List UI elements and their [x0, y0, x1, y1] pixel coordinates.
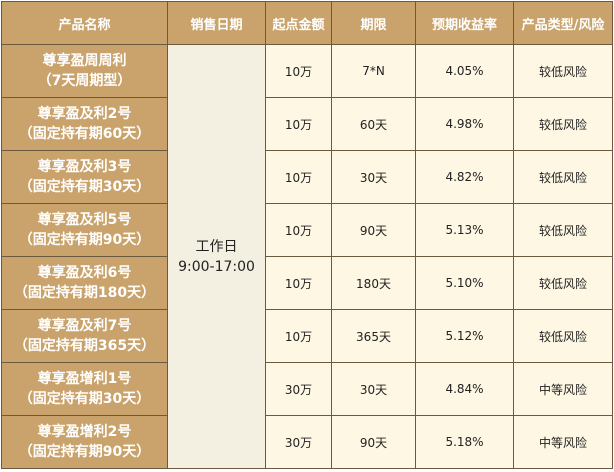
- product-name-cell: 尊享盈及利7号 （固定持有期365天）: [1, 309, 168, 363]
- yield-cell: 4.82%: [415, 150, 514, 204]
- term-cell: 90天: [331, 415, 416, 469]
- product-name-cell: 尊享盈周周利 （7天周期型）: [1, 44, 168, 98]
- table-row: 尊享盈及利2号 （固定持有期60天） 10万 60天 4.98% 较低风险: [1, 97, 613, 151]
- table-row: 尊享盈增利1号 （固定持有期30天） 30万 30天 4.84% 中等风险: [1, 362, 613, 416]
- product-subtitle: （固定持有期30天）: [18, 179, 151, 195]
- header-product-name: 产品名称: [1, 1, 168, 45]
- table-row: 尊享盈及利7号 （固定持有期365天） 10万 365天 5.12% 较低风险: [1, 309, 613, 363]
- risk-cell: 中等风险: [513, 362, 613, 416]
- term-cell: 30天: [331, 150, 416, 204]
- product-name-cell: 尊享盈增利1号 （固定持有期30天）: [1, 362, 168, 416]
- term-cell: 365天: [331, 309, 416, 363]
- product-subtitle: （固定持有期60天）: [18, 126, 151, 142]
- yield-cell: 4.05%: [415, 44, 514, 98]
- header-expected-yield: 预期收益率: [415, 1, 514, 45]
- risk-cell: 较低风险: [513, 150, 613, 204]
- yield-cell: 5.18%: [415, 415, 514, 469]
- min-amount-cell: 10万: [265, 256, 332, 310]
- header-product-type-risk: 产品类型/风险: [513, 1, 613, 45]
- yield-cell: 5.13%: [415, 203, 514, 257]
- table-row: 尊享盈增利2号 （固定持有期90天） 30万 90天 5.18% 中等风险: [1, 415, 613, 469]
- risk-cell: 较低风险: [513, 44, 613, 98]
- product-name-cell: 尊享盈及利2号 （固定持有期60天）: [1, 97, 168, 151]
- product-name: 尊享盈增利1号: [37, 371, 132, 387]
- term-cell: 90天: [331, 203, 416, 257]
- product-subtitle: （固定持有期365天）: [13, 338, 156, 354]
- min-amount-cell: 10万: [265, 203, 332, 257]
- term-cell: 180天: [331, 256, 416, 310]
- yield-cell: 5.12%: [415, 309, 514, 363]
- yield-cell: 4.84%: [415, 362, 514, 416]
- yield-cell: 5.10%: [415, 256, 514, 310]
- risk-cell: 较低风险: [513, 309, 613, 363]
- min-amount-cell: 30万: [265, 362, 332, 416]
- product-name-cell: 尊享盈及利5号 （固定持有期90天）: [1, 203, 168, 257]
- sale-time-days: 工作日: [195, 238, 238, 255]
- risk-cell: 较低风险: [513, 97, 613, 151]
- product-name: 尊享盈及利6号: [37, 265, 132, 281]
- term-cell: 30天: [331, 362, 416, 416]
- product-name: 尊享盈及利3号: [37, 159, 132, 175]
- product-subtitle: （固定持有期30天）: [18, 391, 151, 407]
- table-row: 尊享盈及利5号 （固定持有期90天） 10万 90天 5.13% 较低风险: [1, 203, 613, 257]
- table-row: 尊享盈及利3号 （固定持有期30天） 10万 30天 4.82% 较低风险: [1, 150, 613, 204]
- min-amount-cell: 10万: [265, 44, 332, 98]
- min-amount-cell: 10万: [265, 309, 332, 363]
- product-subtitle: （固定持有期90天）: [18, 444, 151, 460]
- product-subtitle: （7天周期型）: [37, 73, 132, 89]
- header-min-amount: 起点金额: [265, 1, 332, 45]
- sale-time-hours: 9:00-17:00: [178, 258, 255, 275]
- product-subtitle: （固定持有期90天）: [18, 232, 151, 248]
- product-name: 尊享盈及利7号: [37, 318, 132, 334]
- product-name: 尊享盈及利5号: [37, 212, 132, 228]
- yield-cell: 4.98%: [415, 97, 514, 151]
- header-row: 产品名称 销售日期 起点金额 期限 预期收益率 产品类型/风险: [1, 1, 613, 45]
- product-subtitle: （固定持有期180天）: [13, 285, 156, 301]
- product-name-cell: 尊享盈及利6号 （固定持有期180天）: [1, 256, 168, 310]
- risk-cell: 较低风险: [513, 256, 613, 310]
- product-name: 尊享盈增利2号: [37, 424, 132, 440]
- risk-cell: 中等风险: [513, 415, 613, 469]
- product-name-cell: 尊享盈及利3号 （固定持有期30天）: [1, 150, 168, 204]
- table-row: 尊享盈周周利 （7天周期型） 工作日 9:00-17:00 10万 7*N 4.…: [1, 44, 613, 469]
- min-amount-cell: 10万: [265, 150, 332, 204]
- header-sale-date: 销售日期: [167, 1, 266, 45]
- product-name: 尊享盈周周利: [42, 53, 127, 69]
- risk-cell: 较低风险: [513, 203, 613, 257]
- min-amount-cell: 30万: [265, 415, 332, 469]
- table-row: 尊享盈及利6号 （固定持有期180天） 10万 180天 5.10% 较低风险: [1, 256, 613, 310]
- product-name: 尊享盈及利2号: [37, 106, 132, 122]
- header-term: 期限: [331, 1, 416, 45]
- term-cell: 7*N: [331, 44, 416, 98]
- min-amount-cell: 10万: [265, 97, 332, 151]
- sale-time-cell: 工作日 9:00-17:00: [167, 44, 266, 469]
- product-name-cell: 尊享盈增利2号 （固定持有期90天）: [1, 415, 168, 469]
- term-cell: 60天: [331, 97, 416, 151]
